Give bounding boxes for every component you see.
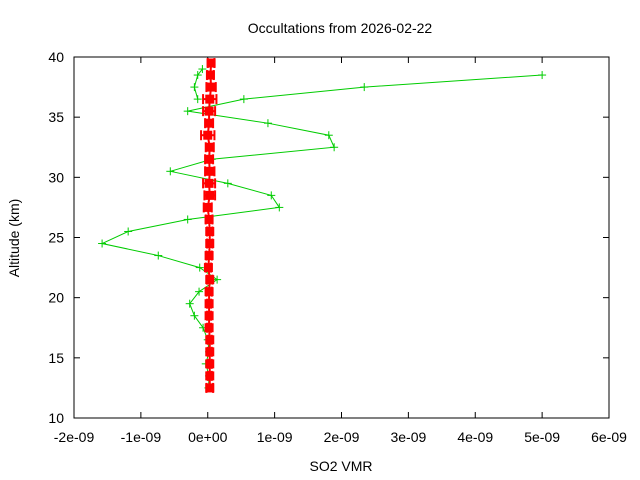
square-marker xyxy=(205,190,215,200)
x-axis-label: SO2 VMR xyxy=(309,458,372,474)
square-marker xyxy=(205,371,215,381)
x-tick-label: 6e-09 xyxy=(591,429,627,445)
square-marker xyxy=(205,347,215,357)
square-marker xyxy=(205,142,215,152)
y-tick-label: 15 xyxy=(48,350,64,366)
y-tick-label: 40 xyxy=(48,49,64,65)
square-marker xyxy=(205,239,215,249)
y-tick-label: 10 xyxy=(48,410,64,426)
plot-border xyxy=(73,56,610,419)
square-marker xyxy=(204,178,214,188)
green-line xyxy=(100,74,543,388)
green-line-upper xyxy=(193,68,203,100)
x-tick-label: 2e-09 xyxy=(324,429,360,445)
x-tick-label: 4e-09 xyxy=(457,429,493,445)
y-tick-label: 30 xyxy=(48,169,64,185)
x-tick-label: 0e+00 xyxy=(188,429,228,445)
x-tick-label: 1e-09 xyxy=(257,429,293,445)
square-marker xyxy=(204,323,214,333)
square-marker xyxy=(206,82,216,92)
square-marker xyxy=(203,263,213,273)
square-marker xyxy=(203,202,213,212)
square-marker xyxy=(204,106,214,116)
square-marker xyxy=(204,287,214,297)
square-marker xyxy=(204,251,214,261)
chart-title: Occultations from 2026-02-22 xyxy=(248,20,433,36)
square-marker xyxy=(205,70,215,80)
square-marker xyxy=(203,130,213,140)
square-marker xyxy=(204,118,214,128)
x-tick-label: 5e-09 xyxy=(524,429,560,445)
square-marker xyxy=(205,94,215,104)
series-red xyxy=(200,58,218,393)
square-marker xyxy=(205,275,215,285)
square-marker xyxy=(204,311,214,321)
x-tick-label: -2e-09 xyxy=(54,429,95,445)
x-tick-label: -1e-09 xyxy=(121,429,162,445)
y-tick-label: 20 xyxy=(48,290,64,306)
y-tick-label: 25 xyxy=(48,230,64,246)
x-tick-label: 3e-09 xyxy=(390,429,426,445)
axes: -2e-09 -1e-09 0e+00 1e-09 2e-09 3e-09 4e-09 5e-… xyxy=(48,49,627,445)
square-marker xyxy=(205,383,215,393)
red-line xyxy=(206,62,213,388)
square-marker xyxy=(205,166,215,176)
square-marker xyxy=(206,58,216,68)
square-marker xyxy=(205,359,215,369)
series-green xyxy=(98,65,547,392)
square-marker xyxy=(205,335,215,345)
y-tick-label: 35 xyxy=(48,109,64,125)
square-marker xyxy=(204,154,214,164)
y-axis-label: Altitude (km) xyxy=(6,199,22,278)
square-marker xyxy=(204,214,214,224)
square-marker xyxy=(204,299,214,309)
square-marker xyxy=(205,226,215,236)
